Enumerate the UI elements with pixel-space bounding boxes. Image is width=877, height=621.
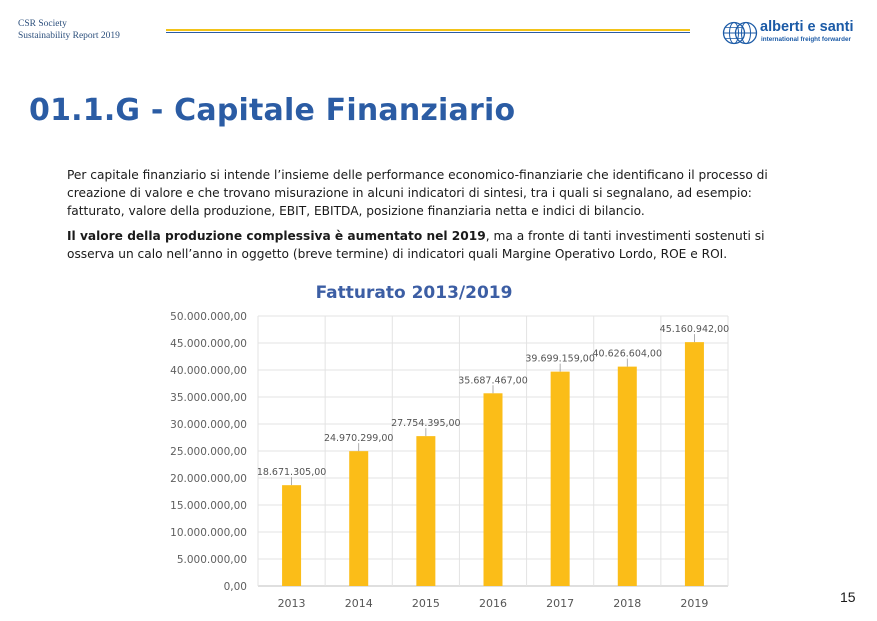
bar-2013 [282,485,302,586]
chart-title: Fatturato 2013/2019 [316,283,513,303]
y-tick-label: 5.000.000,00 [177,554,247,566]
y-tick-label: 40.000.000,00 [170,365,247,377]
page-title: 01.1.G - Capitale Finanziario [29,93,516,128]
revenue-bar-chart: Fatturato 2013/2019 0,00 5.000.000,00 10.00… [170,283,730,610]
y-tick-label: 45.000.000,00 [170,338,247,350]
bar-2018 [617,366,637,586]
page-number: 15 [840,589,856,605]
x-tick-label: 2017 [546,597,574,610]
intro-paragraph: Per capitale finanziario si intende l’in… [67,168,768,218]
value-label-2015: 27.754.395,00 [391,418,461,429]
value-label-2014: 24.970.299,00 [324,433,394,444]
y-tick-label: 25.000.000,00 [170,446,247,458]
y-tick-label: 35.000.000,00 [170,392,247,404]
highlight-paragraph: Il valore della produzione complessiva è… [67,227,807,263]
value-label-2017: 39.699.159,00 [525,354,595,365]
bar-2015 [416,436,436,586]
y-tick-label: 10.000.000,00 [170,527,247,539]
company-logo: alberti e santi international freight fo… [722,19,862,46]
header-stripe-yellow [166,29,690,31]
highlight-rest-text: , ma a fronte di tanti investimenti sost… [67,229,765,261]
x-tick-label: 2013 [278,597,306,610]
x-tick-label: 2018 [613,597,641,610]
y-tick-label: 30.000.000,00 [170,419,247,431]
value-label-2018: 40.626.604,00 [593,349,663,360]
revenue-chart: Fatturato 2013/2019 0,00 5.000.000,00 10.00… [160,276,740,620]
x-tick-label: 2014 [345,597,373,610]
value-label-2016: 35.687.467,00 [458,375,528,386]
bar-2014 [349,451,369,586]
y-tick-label: 0,00 [224,581,247,593]
x-tick-label: 2016 [479,597,507,610]
report-header: CSR Society Sustainability Report 2019 [18,18,120,42]
value-label-2013: 18.671.305,00 [257,467,327,478]
x-tick-label: 2015 [412,597,440,610]
y-tick-label: 50.000.000,00 [170,311,247,323]
bar-2019 [684,342,704,586]
bar-2017 [550,371,570,586]
org-name: CSR Society [18,19,67,29]
report-name: Sustainability Report 2019 [18,31,120,41]
logo-name: alberti e santi [760,19,854,35]
header-stripe-blue [166,31,690,33]
x-tick-label: 2019 [680,597,708,610]
y-tick-label: 20.000.000,00 [170,473,247,485]
globe-icon [722,21,758,45]
y-tick-label: 15.000.000,00 [170,500,247,512]
highlight-bold-text: Il valore della produzione complessiva è… [67,229,486,243]
bar-2016 [483,393,503,586]
value-label-2019: 45.160.942,00 [660,324,730,335]
logo-tagline: international freight forwarder [761,35,851,43]
